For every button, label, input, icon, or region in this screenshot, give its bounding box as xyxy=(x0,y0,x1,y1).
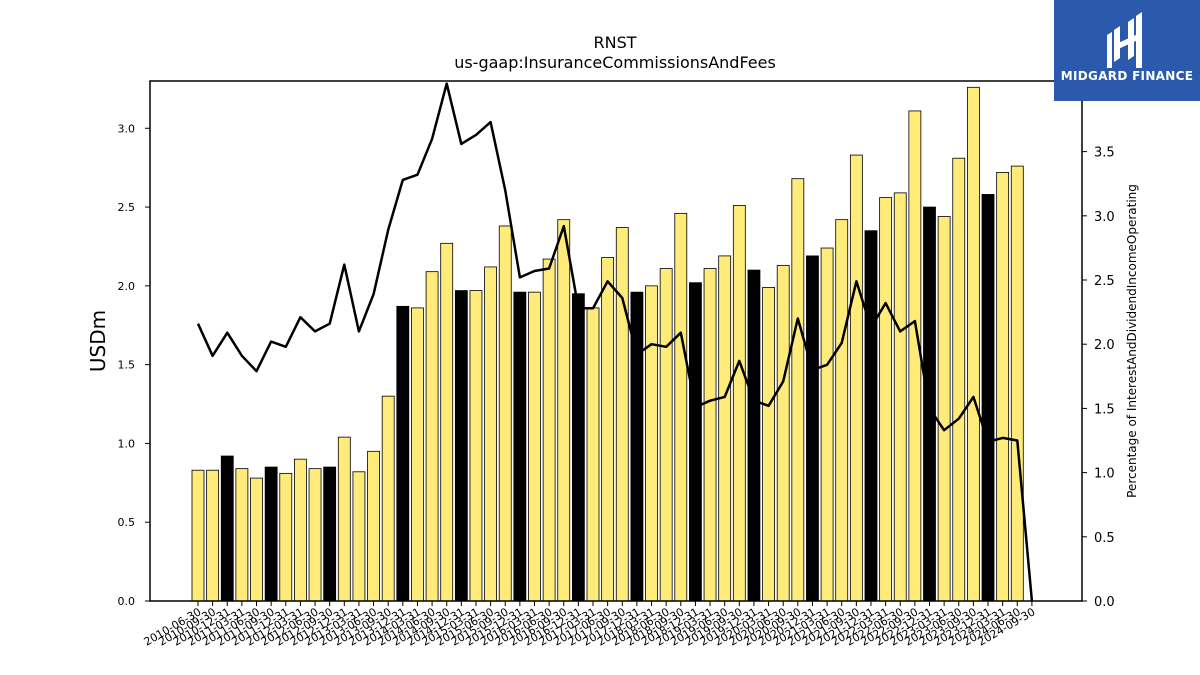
bar-2012-12-31 xyxy=(337,436,351,602)
bar-2020-09-30 xyxy=(791,178,805,602)
bar-2011-06-30 xyxy=(250,477,263,602)
y-tick-label: 0.5 xyxy=(118,516,136,529)
y-tick-label: 0.0 xyxy=(118,595,136,608)
bar-2015-03-31 xyxy=(469,290,483,602)
bar-2016-12-31 xyxy=(571,293,585,602)
bar-2010-12-31 xyxy=(220,455,234,602)
x-axis-ticks: 2010-06-302010-09-302010-12-312011-03-31… xyxy=(142,601,1037,649)
y-tick-label: 2.0 xyxy=(118,280,136,293)
logo-mark-icon xyxy=(1107,12,1142,68)
bar-2017-09-30 xyxy=(615,227,629,602)
bar-2014-06-30 xyxy=(425,271,439,602)
bar-2024-03-31 xyxy=(996,171,1010,602)
bar-2016-09-30 xyxy=(557,219,571,602)
bar-2021-09-30 xyxy=(849,154,863,602)
bar-2017-06-30 xyxy=(601,257,615,602)
bar-2023-06-30 xyxy=(952,157,966,602)
bar-2011-09-30 xyxy=(264,466,278,602)
bar-2022-06-30 xyxy=(893,192,907,602)
bar-2020-06-30 xyxy=(776,264,790,602)
bar-2021-12-31 xyxy=(864,230,878,602)
y2-axis-label: Percentage of InterestAndDividendIncomeO… xyxy=(1125,184,1139,498)
bar-2014-09-30 xyxy=(440,242,454,602)
bar-2021-03-31 xyxy=(820,247,834,602)
brand-name: MIDGARD FINANCE xyxy=(1060,69,1194,83)
y2-tick-label: 2.5 xyxy=(1094,274,1115,289)
y2-axis-ticks: 0.00.51.01.52.02.53.03.54.0 xyxy=(1082,81,1115,610)
bar-2010-06-30 xyxy=(191,469,205,602)
bar-2013-09-30 xyxy=(381,395,395,602)
bar-2012-09-30 xyxy=(323,466,337,602)
bar-2014-03-31 xyxy=(411,307,424,602)
bar-2019-06-30 xyxy=(718,255,732,602)
y2-tick-label: 0.0 xyxy=(1094,595,1115,610)
bar-2020-03-31 xyxy=(762,287,775,602)
bar-2023-09-30 xyxy=(966,86,980,602)
bar-2022-03-31 xyxy=(879,197,893,602)
bar-2023-12-31 xyxy=(981,194,995,602)
bar-2019-03-31 xyxy=(703,268,717,602)
brand-logo: MIDGARD FINANCE xyxy=(1054,0,1200,101)
y2-tick-label: 3.0 xyxy=(1094,210,1115,225)
bar-2021-06-30 xyxy=(835,219,849,602)
plot-frame xyxy=(149,80,1083,602)
bar-group xyxy=(191,86,1024,602)
bar-2010-09-30 xyxy=(206,469,220,602)
y2-tick-label: 1.5 xyxy=(1094,402,1115,417)
bar-2012-06-30 xyxy=(308,468,322,602)
bar-2016-06-30 xyxy=(542,258,556,602)
bar-2018-06-30 xyxy=(659,268,673,602)
y2-tick-label: 3.5 xyxy=(1094,146,1115,161)
bar-2022-09-30 xyxy=(908,110,922,602)
y-axis-ticks: 0.0 0.5 1.0 1.5 2.0 2.5 3.0 xyxy=(118,122,150,608)
bar-2017-03-31 xyxy=(586,307,600,602)
bar-2015-12-31 xyxy=(513,291,527,602)
bar-2018-12-31 xyxy=(689,282,702,602)
bar-2013-12-31 xyxy=(396,305,410,602)
bar-2012-03-31 xyxy=(294,458,307,602)
bar-2011-03-31 xyxy=(235,468,249,602)
bar-2015-06-30 xyxy=(484,266,498,602)
line-group xyxy=(196,82,1034,602)
bar-2015-09-30 xyxy=(498,225,512,602)
bar-2019-09-30 xyxy=(732,205,746,602)
bar-2011-12-31 xyxy=(279,472,293,602)
bar-2018-03-31 xyxy=(645,285,658,602)
bar-2019-12-31 xyxy=(747,269,761,602)
bar-2024-06-30 xyxy=(1010,165,1024,602)
bar-2023-03-31 xyxy=(937,216,951,602)
y-axis-label: USDm xyxy=(86,310,110,372)
y2-tick-label: 2.0 xyxy=(1094,338,1115,353)
y2-tick-label: 0.5 xyxy=(1094,531,1115,546)
chart-title: RNST xyxy=(593,33,636,52)
y-tick-label: 1.0 xyxy=(118,437,136,450)
bar-2013-06-30 xyxy=(367,450,380,602)
y2-tick-label: 1.0 xyxy=(1094,467,1115,482)
bar-2020-12-31 xyxy=(806,255,819,602)
bar-2016-03-31 xyxy=(528,291,541,602)
y-tick-label: 3.0 xyxy=(118,122,136,135)
bar-2013-03-31 xyxy=(352,471,366,602)
percentage-line xyxy=(196,82,1034,602)
bar-2014-12-31 xyxy=(454,290,468,602)
y-tick-label: 2.5 xyxy=(118,201,136,214)
y-tick-label: 1.5 xyxy=(118,359,136,372)
bar-2018-09-30 xyxy=(674,212,688,602)
chart-subtitle: us-gaap:InsuranceCommissionsAndFees xyxy=(454,53,776,72)
